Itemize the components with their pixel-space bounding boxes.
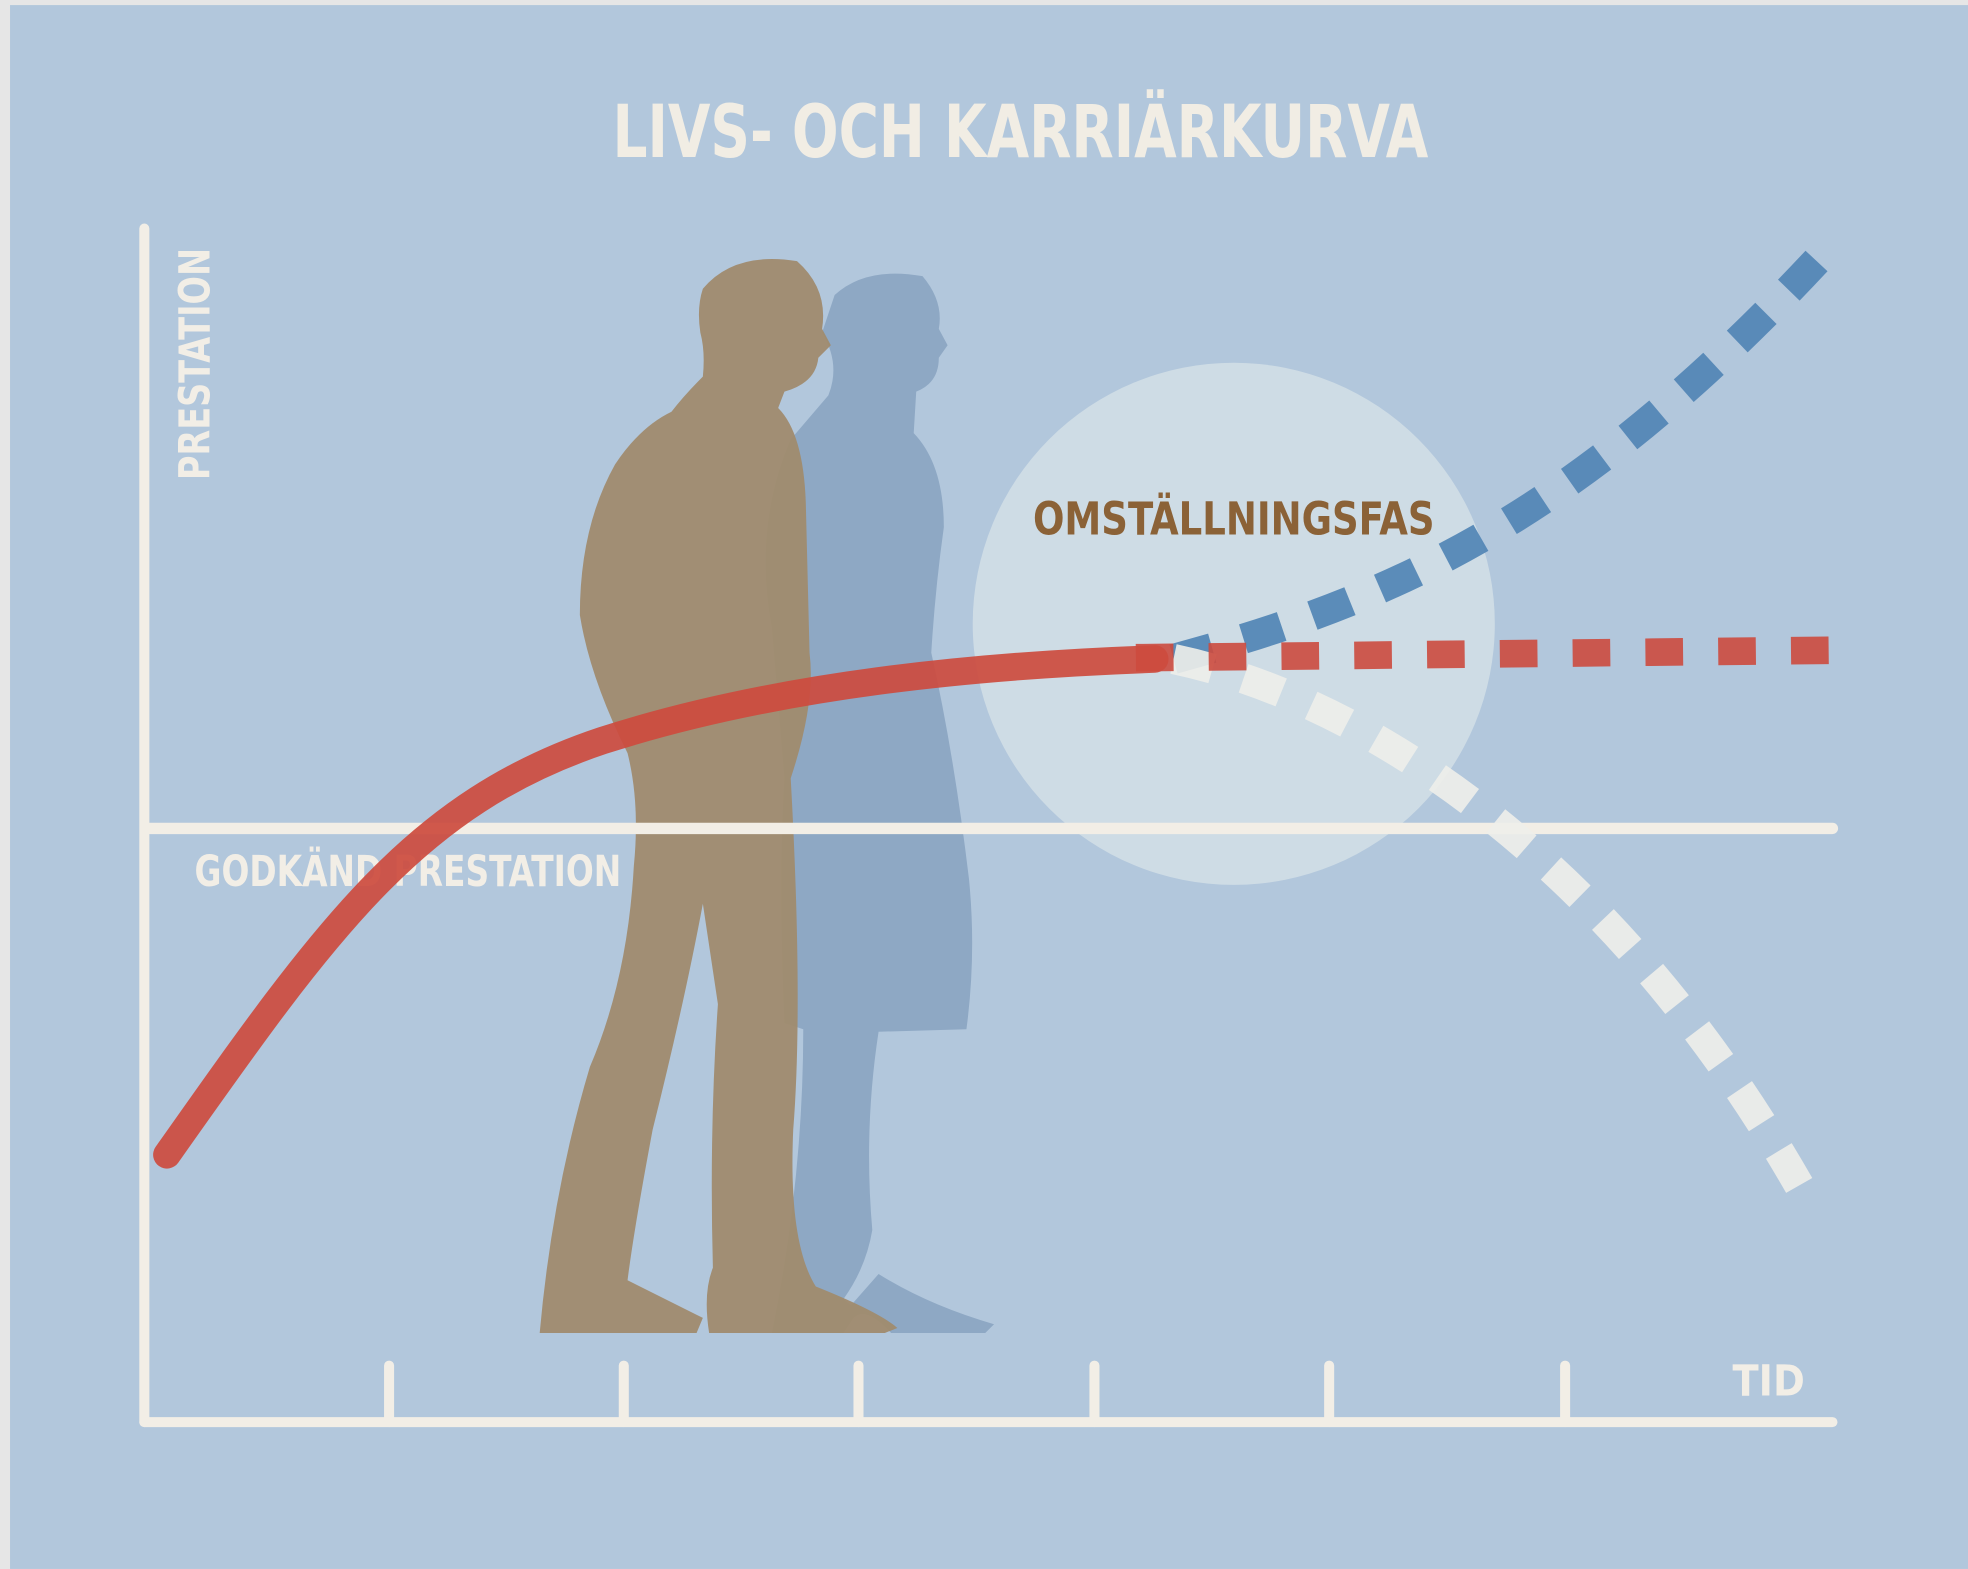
phase-label: OMSTÄLLNINGSFAS	[1033, 493, 1435, 546]
diagram: LIVS- OCH KARRIÄRKURVA OMSTÄLLNINGSFAS T…	[0, 0, 1968, 1569]
page: {"title": "LIVS- OCH KARRIÄRKURVA", "axe…	[0, 0, 1968, 1569]
title: LIVS- OCH KARRIÄRKURVA	[612, 89, 1428, 175]
y-axis-label: PRESTATION	[171, 248, 221, 480]
x-axis-label: TID	[1733, 1357, 1805, 1407]
phase-circle	[973, 363, 1495, 885]
background	[10, 5, 1968, 1569]
